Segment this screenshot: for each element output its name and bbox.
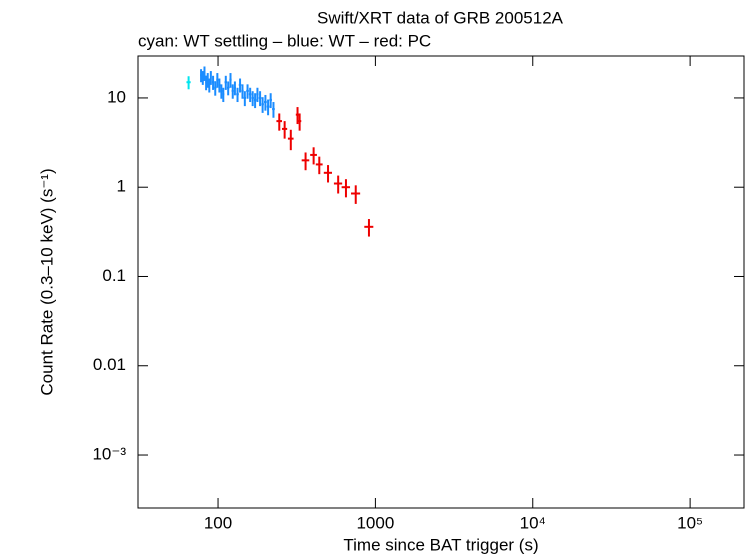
chart-subtitle: cyan: WT settling – blue: WT – red: PC xyxy=(138,31,431,50)
y-tick-label: 0.1 xyxy=(102,266,126,285)
plot-frame xyxy=(137,55,745,509)
x-tick-label: 100 xyxy=(204,513,232,532)
y-tick-label: 10 xyxy=(107,87,126,106)
y-tick-label: 0.01 xyxy=(93,355,126,374)
y-tick-label: 10⁻³ xyxy=(92,445,126,464)
y-axis-label: Count Rate (0.3–10 keV) (s⁻¹) xyxy=(37,168,56,395)
x-tick-label: 1000 xyxy=(356,513,394,532)
x-tick-label: 10⁵ xyxy=(677,513,703,532)
chart-title: Swift/XRT data of GRB 200512A xyxy=(317,8,564,27)
y-tick-label: 1 xyxy=(117,177,126,196)
x-tick-label: 10⁴ xyxy=(520,513,546,532)
x-axis-label: Time since BAT trigger (s) xyxy=(343,535,538,554)
